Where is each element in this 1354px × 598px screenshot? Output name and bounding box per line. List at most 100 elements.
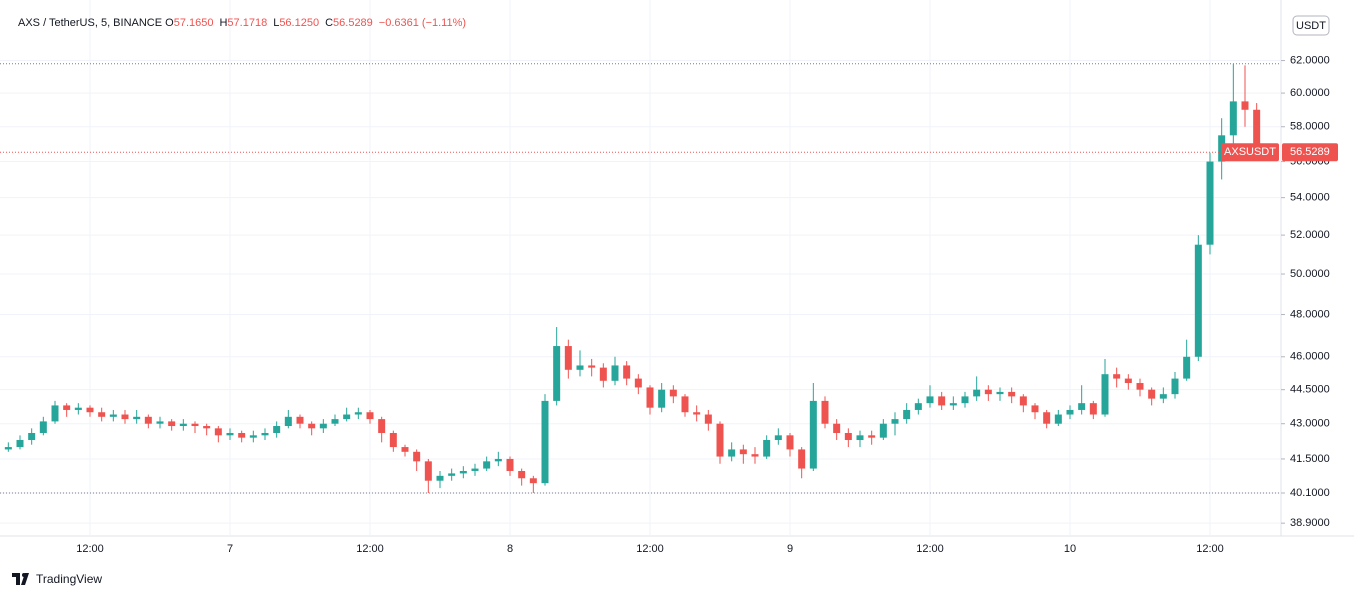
candle-body <box>1078 403 1086 410</box>
candle-body <box>868 435 876 438</box>
candle-body <box>494 458 502 462</box>
y-tick-label: 46.0000 <box>1290 351 1330 363</box>
y-tick-label: 41.5000 <box>1290 453 1330 465</box>
candle-body <box>203 426 211 429</box>
candle-body <box>844 432 852 441</box>
candle-body <box>903 409 911 420</box>
ohlc: O57.1650 H57.1718 L56.1250 C56.5289 −0.6361 … <box>165 17 472 29</box>
legend-key: O <box>165 17 174 29</box>
symbol-badge <box>1221 143 1279 162</box>
legend-key: L <box>273 17 280 29</box>
candle-body <box>413 451 421 462</box>
candle-body <box>786 435 794 450</box>
candle-body <box>1253 109 1261 153</box>
candle-body <box>1124 378 1132 384</box>
candle-body <box>1031 405 1039 413</box>
candle-body <box>109 414 117 417</box>
candle-body <box>1159 394 1167 399</box>
candle-body <box>366 412 374 420</box>
y-tick-label: 38.9000 <box>1290 517 1330 529</box>
y-tick-label: 62.0000 <box>1290 54 1330 66</box>
candle-body <box>1183 356 1191 379</box>
candle-body <box>704 414 712 424</box>
candle-body <box>553 346 561 401</box>
legend-key: H <box>219 17 228 29</box>
logo <box>12 573 29 585</box>
candle-body <box>121 414 129 420</box>
x-tick-label: 12:00 <box>1196 543 1224 555</box>
candle-body <box>879 423 887 438</box>
candle-body <box>1171 378 1179 395</box>
candle-body <box>448 473 456 476</box>
candle-body <box>28 432 36 441</box>
branding: TradingView <box>12 572 102 586</box>
candle-body <box>938 396 946 406</box>
x-tick-label: 12:00 <box>916 543 944 555</box>
candle-body <box>599 367 607 381</box>
candle-body <box>634 378 642 388</box>
candle-body <box>63 405 71 410</box>
candle-body <box>331 419 339 424</box>
legend-key: C <box>325 17 334 29</box>
x-tick-label: 9 <box>787 543 793 555</box>
candle-body <box>693 412 701 415</box>
y-tick-label: 50.0000 <box>1290 268 1330 280</box>
candle-body <box>191 423 199 427</box>
candle-body <box>1148 389 1156 399</box>
candle-body <box>763 440 771 457</box>
candle-body <box>51 405 59 422</box>
candle-body <box>483 461 491 469</box>
symbol-title: AXS / TetherUS, 5, BINANCE <box>18 17 163 29</box>
candle-body <box>459 470 467 474</box>
symbol-badge-label: AXSUSDT <box>1224 146 1276 158</box>
candle-body <box>168 421 176 427</box>
candle-body <box>296 416 304 424</box>
candle-body <box>809 400 817 469</box>
candle-body <box>996 391 1004 395</box>
candle-body <box>564 346 572 370</box>
candle-body <box>238 432 246 438</box>
y-tick-label: 48.0000 <box>1290 308 1330 320</box>
candle-body <box>214 428 222 436</box>
x-tick-label: 10 <box>1064 543 1076 555</box>
candle-body <box>1206 161 1214 245</box>
x-tick-label: 8 <box>507 543 513 555</box>
candle-body <box>541 400 549 484</box>
y-tick-label: 43.0000 <box>1290 418 1330 430</box>
legend: AXS / TetherUS, 5, BINANCE O57.1650 H57.1… <box>18 17 472 29</box>
candle-body <box>4 447 12 450</box>
currency-box <box>1292 15 1330 36</box>
candle-body <box>914 403 922 410</box>
y-tick-label: 52.0000 <box>1290 229 1330 241</box>
brand-name: TradingView <box>36 572 103 586</box>
candle-body <box>1089 403 1097 415</box>
candle-body <box>156 421 164 424</box>
legend-value: 57.1718 <box>227 17 268 29</box>
candle-body <box>226 432 234 436</box>
y-tick-label: 60.0000 <box>1290 87 1330 99</box>
candle-body <box>798 449 806 469</box>
candle-body <box>343 414 351 420</box>
candle-body <box>179 423 187 427</box>
candle-body <box>949 403 957 406</box>
candle-body <box>144 416 152 424</box>
candle-body <box>576 365 584 370</box>
candle-body <box>308 423 316 429</box>
candle-body <box>833 423 841 433</box>
y-tick-label: 54.0000 <box>1290 192 1330 204</box>
candle-body <box>1019 396 1027 406</box>
price-badge-label: 56.5289 <box>1290 146 1330 158</box>
candle-body <box>669 389 677 397</box>
candle-body <box>926 396 934 404</box>
candle-body <box>354 412 362 415</box>
currency-label: USDT <box>1296 20 1326 32</box>
candle-body <box>401 447 409 452</box>
y-tick-label: 44.5000 <box>1290 384 1330 396</box>
legend-value: 56.5289 <box>333 17 373 29</box>
candle-body <box>751 454 759 457</box>
candle-body <box>1043 412 1051 424</box>
candle-body <box>1008 391 1016 397</box>
candle-body <box>1066 409 1074 415</box>
candle-body <box>471 468 479 471</box>
